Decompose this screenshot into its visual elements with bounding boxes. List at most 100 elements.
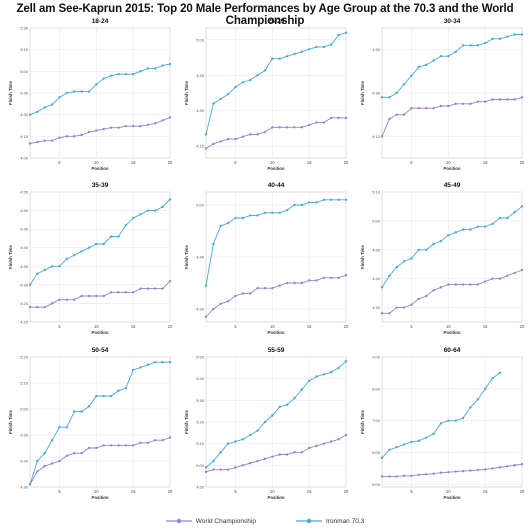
- data-point-im: [102, 77, 105, 80]
- data-point-im: [402, 443, 406, 446]
- data-point-wc: [432, 289, 435, 292]
- data-point-wc: [73, 452, 76, 455]
- data-point-im: [212, 459, 215, 463]
- series-line-wc: [29, 437, 171, 485]
- data-point-im: [432, 432, 435, 436]
- y-tick-label: 4:15: [196, 144, 205, 149]
- data-point-wc: [168, 279, 172, 283]
- data-point-wc: [256, 287, 259, 290]
- data-point-wc: [476, 100, 479, 103]
- data-point-wc: [330, 116, 333, 120]
- data-point-im: [344, 31, 348, 34]
- data-point-im: [447, 234, 450, 237]
- data-point-wc: [344, 274, 348, 277]
- y-tick-label: 4:45: [196, 73, 205, 78]
- y-tick-label: 5:00: [372, 218, 381, 223]
- data-point-im: [271, 211, 274, 214]
- data-point-wc: [87, 130, 91, 134]
- x-axis-label: Position: [92, 495, 109, 500]
- data-point-wc: [293, 451, 296, 454]
- y-tick-label: 4:45: [20, 227, 29, 232]
- data-point-wc: [278, 453, 281, 456]
- data-point-wc: [212, 307, 215, 311]
- plot-area: [381, 356, 523, 488]
- data-point-wc: [87, 446, 91, 450]
- data-point-wc: [520, 268, 524, 272]
- data-point-im: [402, 83, 406, 86]
- data-point-wc: [498, 98, 502, 101]
- data-point-wc: [454, 470, 457, 473]
- y-tick-label: 5:10: [372, 190, 381, 195]
- x-tick-label: 15: [483, 160, 488, 165]
- y-tick-label: 4:45: [20, 91, 29, 96]
- data-point-wc: [344, 433, 348, 437]
- data-point-wc: [300, 126, 303, 129]
- panel-title: 35-39: [92, 182, 109, 189]
- x-tick-label: 10: [446, 160, 451, 165]
- data-point-wc: [226, 468, 230, 471]
- data-point-wc: [43, 305, 46, 309]
- data-point-im: [469, 228, 472, 231]
- data-point-wc: [315, 121, 318, 124]
- data-point-im: [483, 225, 487, 228]
- data-point-wc: [402, 474, 406, 478]
- data-point-wc: [491, 277, 494, 280]
- series-line-im: [29, 199, 171, 286]
- data-point-im: [234, 216, 237, 220]
- data-point-im: [395, 265, 398, 269]
- y-tick-label: 4:00: [20, 156, 29, 161]
- data-point-wc: [483, 468, 487, 471]
- data-point-wc: [95, 294, 98, 298]
- data-point-wc: [234, 137, 237, 141]
- data-point-im: [124, 224, 127, 227]
- legend-entry-im: Ironman 70.3: [295, 514, 364, 528]
- data-point-wc: [293, 281, 296, 285]
- data-point-im: [498, 371, 502, 375]
- y-tick-label: 4:50: [372, 47, 381, 52]
- data-point-wc: [278, 126, 281, 129]
- data-point-wc: [58, 459, 61, 463]
- data-point-wc: [226, 137, 230, 141]
- data-point-wc: [513, 464, 516, 467]
- data-point-wc: [131, 125, 135, 128]
- y-axis-label: Finish Time: [360, 244, 365, 268]
- data-point-wc: [109, 291, 113, 294]
- data-point-wc: [263, 287, 267, 290]
- data-point-wc: [204, 147, 208, 150]
- data-point-im: [226, 222, 230, 225]
- data-point-wc: [476, 283, 479, 286]
- data-point-im: [388, 96, 391, 99]
- data-point-wc: [154, 287, 157, 290]
- data-point-im: [410, 257, 413, 260]
- data-point-wc: [402, 306, 406, 309]
- data-point-im: [43, 106, 46, 109]
- y-tick-label: 4:35: [20, 264, 29, 269]
- data-point-im: [432, 59, 435, 62]
- data-point-im: [161, 64, 164, 67]
- plot-area: [205, 27, 347, 159]
- panel-title: 45-49: [444, 182, 461, 189]
- x-tick-label: 10: [270, 160, 275, 165]
- plot-area: [381, 191, 523, 323]
- x-axis-label: Position: [444, 166, 461, 171]
- data-point-wc: [344, 116, 348, 120]
- data-point-wc: [506, 465, 509, 468]
- x-axis-label: Position: [268, 330, 285, 335]
- data-point-wc: [73, 298, 76, 301]
- y-tick-label: 8:00: [372, 386, 381, 391]
- y-tick-label: 4:40: [20, 245, 29, 250]
- data-point-im: [146, 363, 150, 366]
- data-point-im: [65, 426, 69, 429]
- data-point-im: [410, 74, 413, 77]
- data-point-wc: [226, 300, 230, 303]
- data-point-im: [124, 73, 127, 76]
- data-point-im: [432, 242, 435, 246]
- data-point-im: [322, 373, 326, 376]
- data-point-im: [204, 284, 208, 287]
- data-point-wc: [263, 457, 267, 461]
- data-point-wc: [131, 444, 135, 447]
- data-point-im: [498, 37, 502, 41]
- data-point-im: [344, 198, 348, 201]
- x-tick-label: 20: [168, 489, 173, 494]
- data-point-im: [95, 242, 98, 246]
